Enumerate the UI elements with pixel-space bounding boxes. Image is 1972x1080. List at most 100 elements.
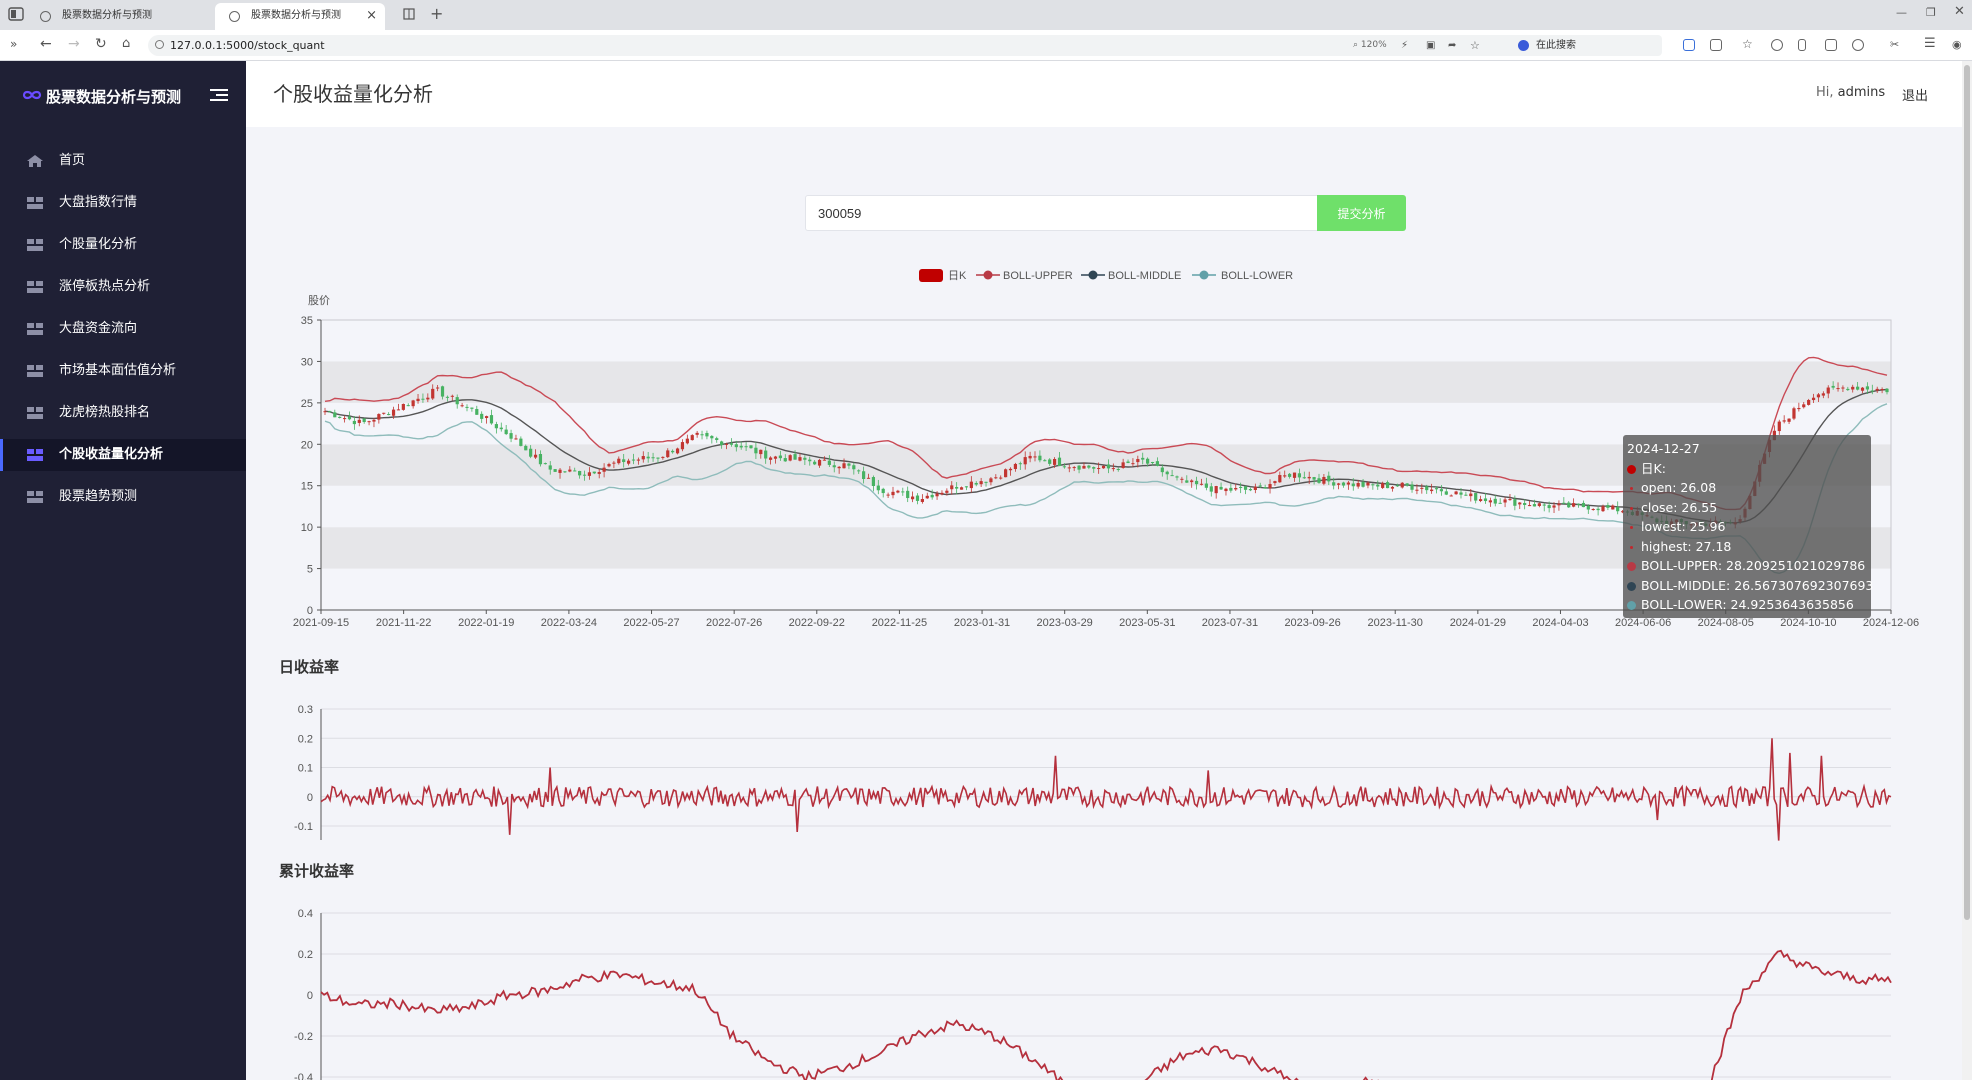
- sidebar-item-trend-forecast[interactable]: 股票趋势预测: [0, 481, 246, 513]
- menu-toggle-icon[interactable]: [210, 86, 228, 102]
- candle-body: [1292, 472, 1297, 478]
- reload-icon[interactable]: ↻: [95, 36, 107, 52]
- address-bar[interactable]: 127.0.0.1:5000/stock_quant ⌕ 120% ⚡ ▣ ➦ …: [148, 35, 1648, 56]
- candle-body: [1356, 483, 1360, 487]
- candle-body: [925, 495, 929, 499]
- sidebar-expand-icon[interactable]: »: [10, 37, 18, 51]
- candle-body: [940, 492, 944, 495]
- candle-body: [1483, 498, 1488, 502]
- scissors-icon[interactable]: ✂: [1890, 38, 1900, 51]
- split-band: [321, 361, 1891, 403]
- download-icon[interactable]: [1771, 39, 1783, 51]
- candle-body: [1400, 482, 1404, 488]
- sidebar-item-market-index[interactable]: 大盘指数行情: [0, 187, 246, 219]
- candle-body: [1537, 503, 1541, 506]
- candle-body: [372, 419, 376, 422]
- zoom-level[interactable]: ⌕ 120%: [1353, 40, 1387, 50]
- share-icon[interactable]: ➦: [1448, 40, 1457, 51]
- candle-body: [1052, 458, 1057, 465]
- search-engine-box[interactable]: 在此搜索: [1510, 35, 1662, 56]
- candle-body: [1361, 481, 1365, 487]
- browser-tab[interactable]: 股票数据分析与预测: [26, 3, 216, 30]
- window-menu-icon[interactable]: [8, 7, 24, 21]
- y-tick-label: 5: [307, 564, 313, 576]
- candle-body: [705, 432, 709, 437]
- translate-icon[interactable]: [1683, 39, 1695, 51]
- screenshot-icon[interactable]: [1825, 39, 1837, 51]
- sidebar-item-home[interactable]: 首页: [0, 145, 246, 177]
- candle-body: [906, 490, 910, 499]
- tooltip-highest: highest: 27.18: [1627, 537, 1867, 557]
- candle-body: [915, 495, 920, 501]
- submit-analysis-button[interactable]: 提交分析: [1317, 195, 1406, 231]
- candle-body: [529, 448, 533, 457]
- candle-body: [1346, 482, 1350, 485]
- reader-icon[interactable]: ▣: [1426, 40, 1436, 51]
- stock-code-input[interactable]: [805, 195, 1318, 231]
- lightning-icon[interactable]: ⚡: [1401, 40, 1409, 51]
- browser-menu-icon[interactable]: ☰: [1924, 36, 1936, 51]
- candle-body: [328, 411, 332, 413]
- cumulative-return-axis: -0.4 -0.2 0 0.2 0.4: [294, 908, 1891, 1080]
- history-icon[interactable]: [1852, 39, 1864, 51]
- candle-body: [1856, 386, 1860, 390]
- candle-body: [1248, 489, 1253, 491]
- back-icon[interactable]: ←: [40, 36, 52, 52]
- candle-body: [1527, 505, 1532, 507]
- sidebar-item-valuation[interactable]: 市场基本面估值分析: [0, 355, 246, 387]
- candle-body: [323, 411, 327, 413]
- candle-body: [1611, 505, 1615, 510]
- bookmark-star-icon[interactable]: ☆: [1470, 39, 1480, 52]
- candle-body: [1572, 503, 1576, 507]
- candle-body: [881, 488, 885, 494]
- browser-tab-active[interactable]: 股票数据分析与预测 ×: [215, 3, 385, 30]
- candle-body: [945, 490, 949, 493]
- new-tab-icon[interactable]: +: [430, 4, 444, 23]
- candle-body: [391, 409, 396, 416]
- candle-body: [1190, 480, 1194, 483]
- candle-body: [1214, 486, 1218, 494]
- candle-body: [935, 493, 939, 497]
- forward-icon[interactable]: →: [68, 36, 80, 52]
- sidebar-item-capital-flow[interactable]: 大盘资金流向: [0, 313, 246, 345]
- profile-icon[interactable]: ◉: [1952, 38, 1962, 51]
- close-window-icon[interactable]: ✕: [1954, 4, 1965, 19]
- minimize-icon[interactable]: —: [1896, 6, 1907, 19]
- y-tick-label: 0.2: [298, 733, 313, 745]
- candle-body: [798, 457, 802, 461]
- candle-body: [1395, 485, 1399, 487]
- kline-legend[interactable]: 日K BOLL-UPPER BOLL-MIDDLE BOLL-LOWER: [919, 269, 1293, 282]
- tooltip-lowest: lowest: 25.96: [1627, 517, 1867, 537]
- scrollbar-thumb[interactable]: [1964, 65, 1970, 920]
- candle-body: [1385, 482, 1390, 489]
- phone-icon[interactable]: [1798, 39, 1806, 51]
- sidebar-item-dragon-tiger[interactable]: 龙虎榜热股排名: [0, 397, 246, 429]
- globe-icon: [40, 11, 51, 22]
- sidebar-item-stock-quant[interactable]: 个股量化分析: [0, 229, 246, 261]
- close-tab-icon[interactable]: ×: [366, 8, 377, 23]
- sidebar-item-return-quant[interactable]: 个股收益量化分析: [0, 439, 246, 471]
- candle-body: [1302, 477, 1306, 479]
- tab-grid-icon[interactable]: [403, 8, 415, 20]
- sidebar: 股票数据分析与预测 首页 大盘指数行情 个股量化分析 涨停板热点分析 大盘资金流…: [0, 61, 246, 1080]
- candle-body: [631, 459, 636, 461]
- sidebar-item-limit-up[interactable]: 涨停板热点分析: [0, 271, 246, 303]
- candle-body: [1415, 489, 1419, 491]
- candle-body: [803, 457, 807, 460]
- candle-body: [1390, 486, 1395, 489]
- daily-return-axis: -0.1 0 0.1 0.2 0.3: [294, 704, 1891, 840]
- candle-body: [847, 463, 851, 466]
- candle-body: [1425, 486, 1429, 491]
- site-info-icon[interactable]: [155, 40, 164, 49]
- restore-icon[interactable]: ❐: [1926, 6, 1936, 19]
- page-scrollbar[interactable]: [1962, 61, 1972, 1080]
- logout-link[interactable]: 退出: [1902, 89, 1929, 104]
- candle-body: [1126, 461, 1130, 464]
- extension-icon[interactable]: [1710, 39, 1722, 51]
- candle-body: [920, 499, 924, 502]
- home-button-icon[interactable]: ⌂: [122, 36, 131, 51]
- candle-body: [1865, 386, 1870, 390]
- home-icon: [27, 155, 43, 167]
- candle-body: [1826, 387, 1830, 394]
- favorites-icon[interactable]: ☆: [1742, 37, 1753, 51]
